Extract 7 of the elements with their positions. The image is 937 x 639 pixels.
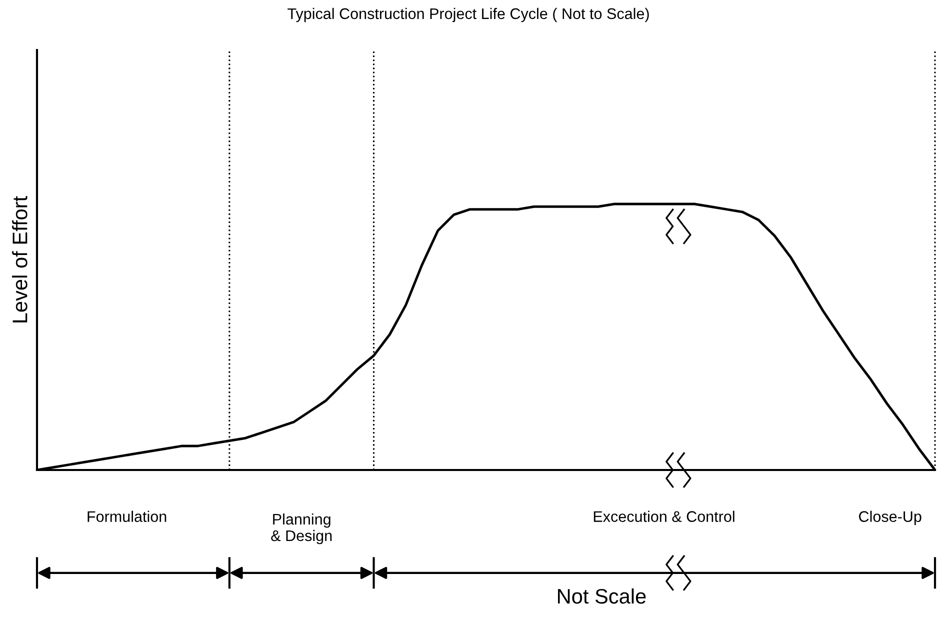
text: Not Scale — [558, 588, 646, 604]
text: Formulation — [88, 510, 166, 522]
y-axis-title: Level of Effort — [12, 196, 28, 322]
text: Close-Up — [859, 510, 922, 525]
text: Excecution & Control — [594, 510, 734, 522]
chart-title: Typical Construction Project Life Cycle ( Not to Scale) — [288, 8, 649, 22]
text: Planning & Design — [271, 513, 332, 544]
